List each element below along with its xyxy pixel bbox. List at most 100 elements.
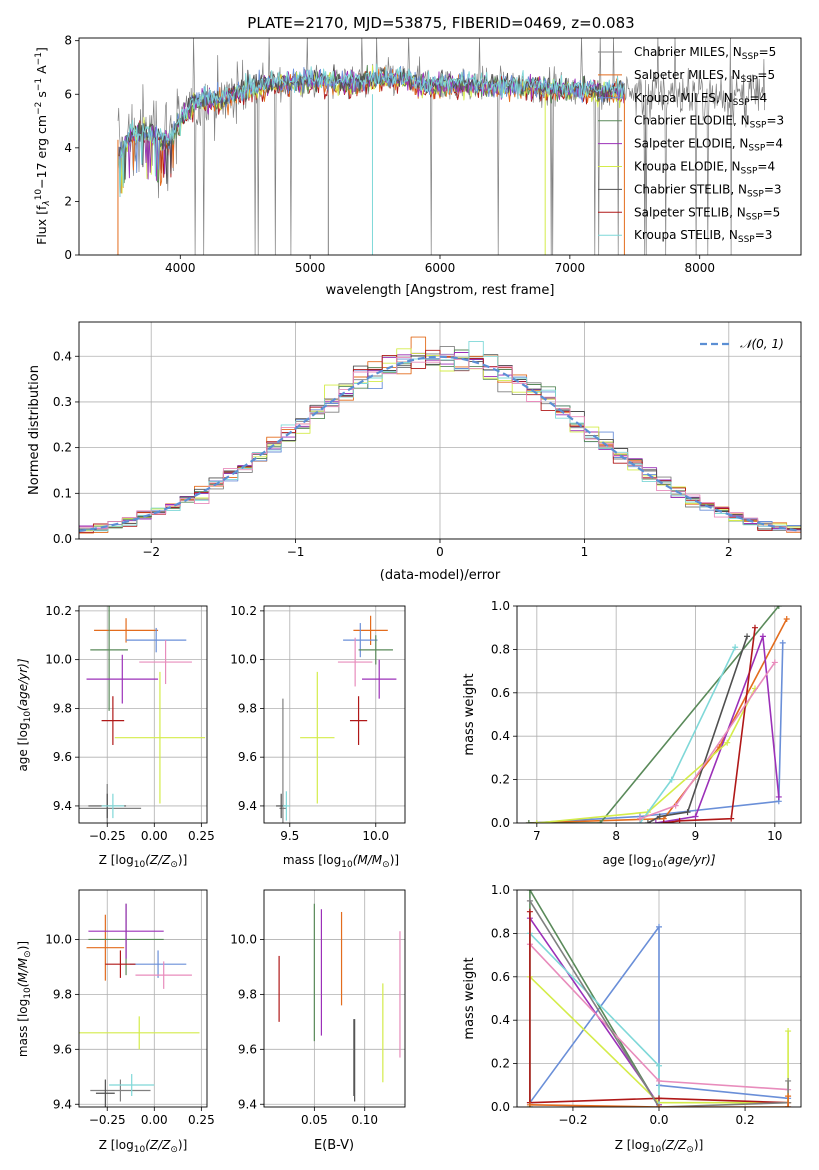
weight-marker xyxy=(672,802,679,809)
x-axis-label: Z [log10(Z/Z⊙)] xyxy=(615,1138,704,1155)
x-tick-label: 7 xyxy=(533,829,541,843)
legend-entry-part: SSP xyxy=(738,235,755,245)
x-axis-label-part: ⊙ xyxy=(382,860,390,870)
weight-marker xyxy=(732,644,739,651)
weight-marker xyxy=(526,890,533,893)
x-axis-label-part: Z [log xyxy=(99,853,134,867)
x-axis-label-part: (Z/Z xyxy=(145,1138,171,1152)
y-tick-label: 9.8 xyxy=(53,701,72,715)
plot-area xyxy=(117,38,765,255)
x-tick-label: 10 xyxy=(767,829,782,843)
x-tick-label: 0.0 xyxy=(649,1113,668,1127)
legend-entry-part: =4 xyxy=(757,160,775,174)
legend-entry: Chabrier ELODIE, NSSP=3 xyxy=(634,114,784,131)
y-tick-label: 0.4 xyxy=(53,349,72,363)
y-tick-label: 0.2 xyxy=(491,1057,510,1071)
weight-line-kroupa-miles xyxy=(529,926,789,1104)
x-axis-label-part: 10 xyxy=(650,1145,662,1155)
x-tick-label: 8 xyxy=(612,829,620,843)
y-tick-label: 9.4 xyxy=(53,1097,72,1111)
weight-line-chabrier-miles xyxy=(529,900,789,1107)
y-tick-label: 9.8 xyxy=(53,987,72,1001)
legend-entry-part: SSP xyxy=(741,167,758,177)
weight-marker xyxy=(660,820,667,823)
axes-frame xyxy=(263,605,406,824)
histogram-step-pink xyxy=(79,354,801,534)
y-axis-label: age [log10(age/yr)] xyxy=(16,658,33,771)
x-axis-label-part: )] xyxy=(390,853,399,867)
weight-marker xyxy=(668,776,675,783)
weight-marker xyxy=(785,1104,792,1107)
weight-line-kroupa-stelib xyxy=(639,646,736,823)
x-tick-label: 0.2 xyxy=(736,1113,755,1127)
x-tick-label: 10.0 xyxy=(362,829,389,843)
x-axis-label-part: ⊙ xyxy=(686,1145,694,1155)
x-axis-label-part: (Z/Z xyxy=(145,853,171,867)
y-axis-label: mass weight xyxy=(462,957,477,1039)
model-spectrum-chabrier-stelib xyxy=(117,64,625,184)
weight-marker xyxy=(692,813,699,820)
y-tick-label: 0.6 xyxy=(491,970,510,984)
y-tick-label: 2 xyxy=(64,194,72,208)
y-tick-label: 0.2 xyxy=(53,441,72,455)
x-tick-label: 1 xyxy=(581,545,589,559)
weight-line-kroupa-elodie xyxy=(536,688,756,823)
weight-marker xyxy=(771,659,778,666)
x-tick-label: −0.2 xyxy=(558,1113,587,1127)
y-axis-label: Normed distribution xyxy=(27,365,42,495)
y-tick-label: 0.6 xyxy=(491,686,510,700)
weight-line-kroupa-elodie xyxy=(529,976,789,1104)
x-tick-label: 0.10 xyxy=(351,1113,378,1127)
y-axis-label: Flux [fλ10−17 erg cm−2 s−1 A−1] xyxy=(34,47,52,245)
plot-area xyxy=(79,322,801,539)
axes-residual-hist: −2 −1 0 1 2 0.0 0.1 0.2 0.3 0.4 𝒩(0, 1) (data-model… xyxy=(27,321,802,583)
legend-entry-part: Salpeter STELIB, N xyxy=(634,205,746,219)
legend-entry-part: SSP xyxy=(741,75,758,85)
legend-entry-part: SSP xyxy=(748,144,765,154)
x-tick-label: 8000 xyxy=(684,261,715,275)
y-tick-label: 9.8 xyxy=(238,701,257,715)
legend-entry: Salpeter STELIB, NSSP=5 xyxy=(634,205,780,222)
weight-marker xyxy=(779,639,786,646)
y-tick-label: 0.4 xyxy=(491,729,510,743)
axes-age-vs-mass: 9.5 10.0 9.4 9.6 9.8 10.0 10.2 mass [log10(M/M⊙… xyxy=(230,604,406,870)
x-tick-label: −1 xyxy=(287,545,305,559)
histogram-legend: 𝒩(0, 1) xyxy=(700,337,784,351)
legend-entry-part: Salpeter ELODIE, N xyxy=(634,137,748,151)
y-axis-label-part: −1 xyxy=(34,52,44,65)
y-tick-label: 0.4 xyxy=(491,1013,510,1027)
weight-marker xyxy=(744,633,751,640)
x-axis-label-part: )] xyxy=(178,1138,187,1152)
x-axis-label: (data-model)/error xyxy=(380,568,501,583)
weight-marker xyxy=(785,1077,792,1084)
weight-marker xyxy=(652,820,659,823)
legend-entry: 𝒩(0, 1) xyxy=(740,337,784,351)
x-tick-label: 9 xyxy=(692,829,700,843)
y-tick-label: 0.0 xyxy=(53,532,72,546)
y-axis-label-part: −17 xyxy=(34,162,49,188)
legend-entry-part: Kroupa ELODIE, N xyxy=(634,160,741,174)
legend-entry-part: SSP xyxy=(747,189,764,199)
x-tick-label: 0.00 xyxy=(141,829,168,843)
weight-marker xyxy=(597,820,604,823)
x-axis-label-part: (Z/Z xyxy=(661,1138,687,1152)
model-spectrum-kroupa-stelib xyxy=(117,63,625,197)
x-axis-label-part: (age/yr)] xyxy=(663,853,716,867)
weight-marker xyxy=(526,908,533,915)
legend-entry: Kroupa MILES, NSSP=4 xyxy=(634,91,767,108)
y-tick-label: 9.4 xyxy=(238,799,257,813)
y-axis-label-part: ⊙ xyxy=(23,950,33,958)
axes-spectrum: 4000 5000 6000 7000 8000 0 2 4 6 8 Chabrier MILES,… xyxy=(34,34,802,298)
weight-marker xyxy=(656,1062,662,1069)
x-axis-label-part: 10 xyxy=(134,860,146,870)
x-tick-label: −0.25 xyxy=(89,829,126,843)
axes-mass-vs-ebv: 0.05 0.10 9.4 9.6 9.8 10.0 E(B-V) xyxy=(230,889,406,1153)
y-tick-label: 9.4 xyxy=(53,799,72,813)
plot-area xyxy=(264,606,405,823)
y-axis-label-part: −1 xyxy=(34,78,44,91)
weight-marker xyxy=(759,633,766,640)
y-axis-label-part: erg cm xyxy=(34,115,49,163)
x-tick-label: 2 xyxy=(725,545,733,559)
weight-marker xyxy=(783,616,790,623)
